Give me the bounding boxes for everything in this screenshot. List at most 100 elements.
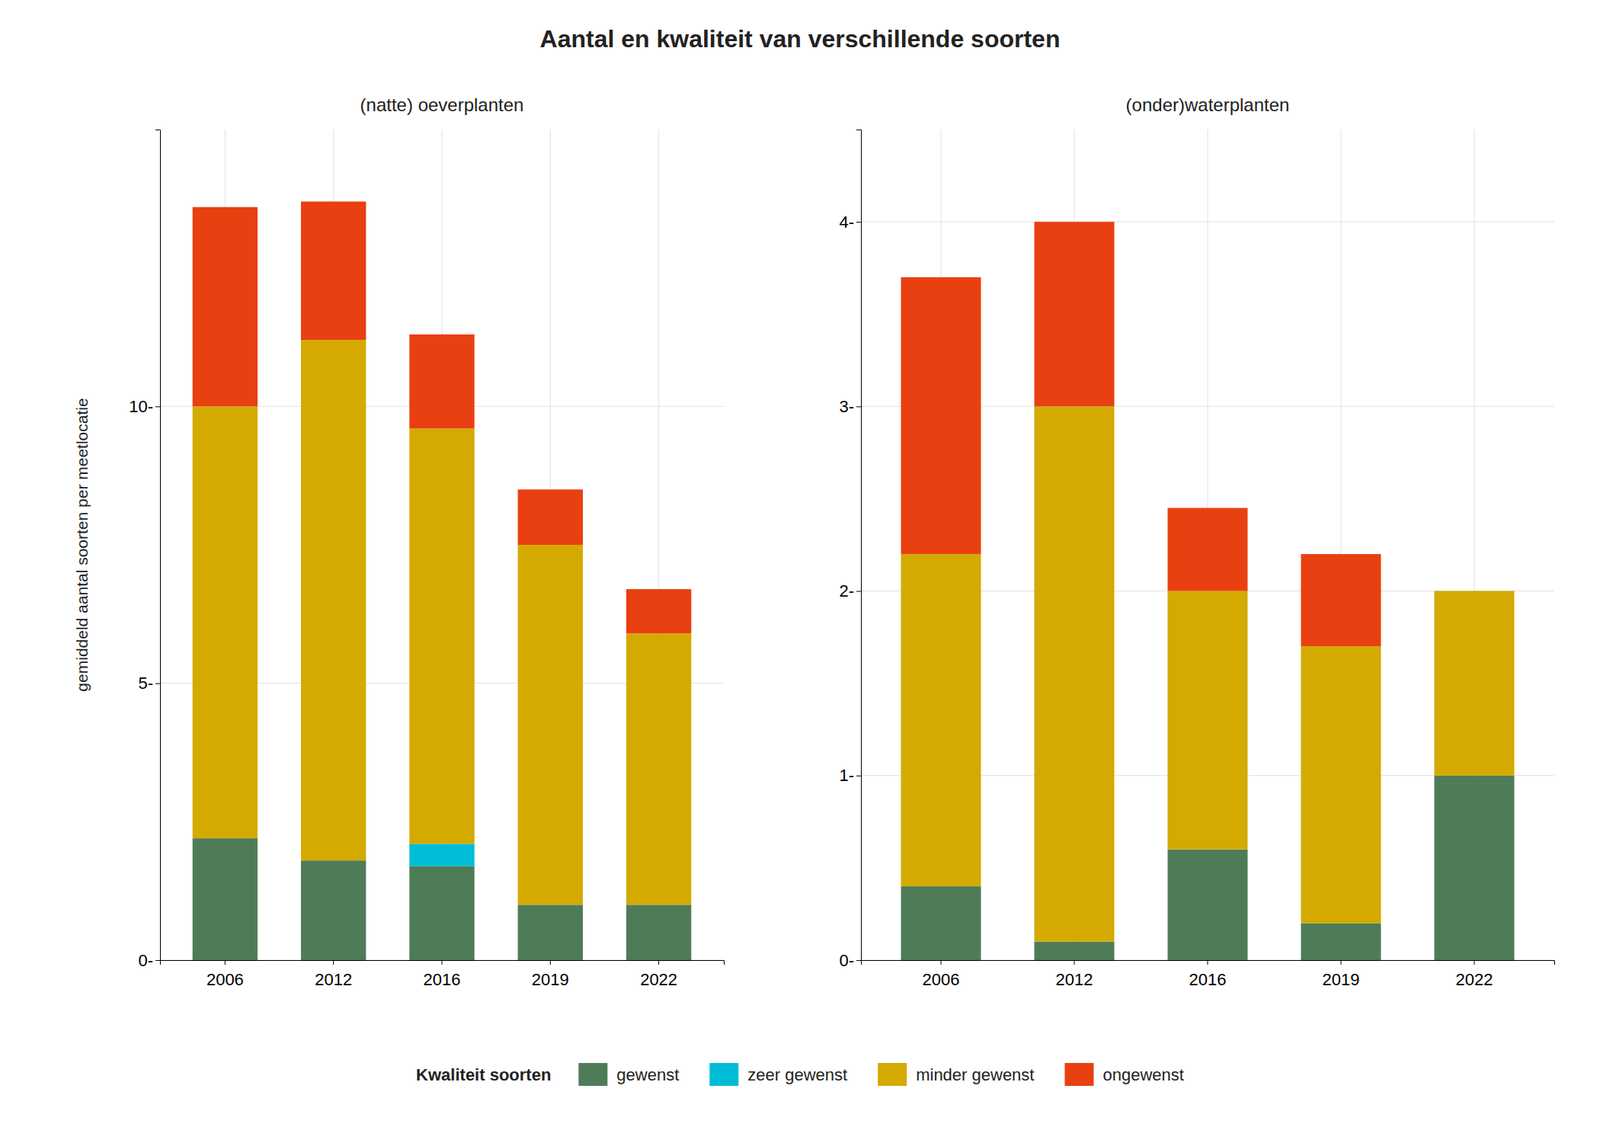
bar	[192, 838, 258, 960]
bar	[1034, 221, 1115, 407]
bar	[1301, 646, 1382, 923]
x-tick: 2012	[1056, 960, 1094, 989]
bar	[1301, 553, 1382, 647]
y-tick-mark	[155, 960, 160, 961]
bar	[1168, 849, 1248, 960]
x-tick-label: 2012	[314, 969, 352, 989]
y-tick-label: 0-	[838, 950, 855, 970]
x-tick-label: 2006	[922, 969, 960, 989]
x-axis: 20062012201620192022	[160, 960, 725, 989]
y-tick: 1-	[838, 765, 861, 785]
legend-swatch	[877, 1062, 907, 1086]
bar-series	[192, 201, 692, 634]
plot-area	[901, 221, 1515, 960]
legend-swatch	[709, 1062, 739, 1086]
bar	[901, 886, 982, 960]
y-tick-mark	[856, 221, 861, 223]
bar	[518, 904, 583, 960]
y-tick-mark	[155, 683, 160, 685]
y-tick: 5-	[137, 673, 160, 693]
bar	[626, 904, 692, 960]
x-tick: 2006	[922, 960, 960, 989]
legend-label: gewenst	[616, 1065, 679, 1085]
chart-panel: 200620122016201920220-5-10-(natte) oever…	[73, 94, 725, 989]
y-tick: 3-	[838, 396, 861, 416]
bar	[409, 865, 474, 960]
legend-swatch	[578, 1062, 608, 1086]
legend-item: gewenst	[578, 1062, 679, 1086]
y-tick-mark	[856, 775, 861, 777]
bar-series	[901, 406, 1515, 941]
grid	[860, 129, 1555, 960]
x-tick-label: 2022	[1456, 969, 1494, 989]
y-tick-mark	[856, 406, 861, 407]
y-axis-title: gemiddeld aantal soorten per meetlocatie	[73, 397, 91, 692]
plot-area	[192, 201, 692, 960]
y-axis-line	[856, 130, 862, 961]
x-tick: 2016	[423, 960, 461, 989]
bar	[1434, 775, 1515, 960]
x-tick-mark	[940, 960, 942, 965]
bar	[626, 633, 692, 905]
bar	[901, 553, 982, 887]
legend-item: ongewenst	[1064, 1062, 1184, 1086]
y-axis: 0- 5- 10-	[128, 130, 160, 970]
x-tick: 2016	[1189, 960, 1227, 989]
x-tick: 2022	[640, 960, 678, 989]
y-tick-mark	[155, 406, 160, 407]
y-tick-label: 2-	[838, 581, 855, 601]
y-tick-mark	[856, 960, 861, 961]
x-tick-mark	[1340, 960, 1342, 965]
x-tick-label: 2016	[1189, 969, 1227, 989]
y-tick: 10-	[128, 396, 160, 416]
x-tick-mark	[441, 960, 443, 965]
y-tick-label: 3-	[838, 396, 855, 416]
legend-label: ongewenst	[1102, 1065, 1184, 1085]
legend-title: Kwaliteit soorten	[416, 1065, 551, 1085]
bar	[409, 843, 474, 866]
x-tick-mark	[1074, 960, 1076, 965]
x-tick-label: 2016	[423, 969, 461, 989]
y-tick-mark	[856, 591, 861, 592]
bar	[1301, 923, 1382, 960]
legend: Kwaliteit soorten gewenst zeer gewenst mind…	[416, 1062, 1184, 1086]
legend-label: zeer gewenst	[747, 1065, 848, 1085]
x-tick-label: 2006	[206, 969, 244, 989]
bar	[626, 588, 692, 634]
legend-item: zeer gewenst	[709, 1062, 848, 1086]
subtitle: (natte) oeverplanten	[360, 94, 525, 116]
x-tick-mark	[1474, 960, 1476, 965]
bar	[518, 489, 583, 545]
bar	[1034, 941, 1115, 960]
legend-item: minder gewenst	[877, 1062, 1034, 1086]
x-tick-label: 2012	[1056, 969, 1094, 989]
x-tick-label: 2022	[640, 969, 678, 989]
bar-series	[901, 221, 1382, 647]
x-tick: 2019	[1322, 960, 1360, 989]
legend-swatch	[1064, 1062, 1094, 1086]
bar	[1168, 508, 1248, 592]
title: Aantal en kwaliteit van verschillende so…	[540, 25, 1061, 53]
x-tick-label: 2019	[1322, 969, 1360, 989]
y-tick: 4-	[838, 212, 861, 232]
y-tick-label: 0-	[137, 950, 154, 970]
bar	[192, 207, 258, 407]
y-tick-label: 10-	[128, 396, 154, 416]
bar	[1034, 406, 1115, 941]
bar-series	[409, 843, 474, 866]
x-axis: 2006 2012 2016 2019 2022	[861, 960, 1556, 989]
y-axis-line	[155, 130, 161, 961]
legend-label: minder gewenst	[915, 1065, 1034, 1085]
x-axis-line	[160, 960, 725, 966]
bar	[300, 201, 366, 340]
y-tick-label: 4-	[838, 212, 855, 232]
x-tick: 2006	[206, 960, 244, 989]
y-tick: 2-	[838, 581, 861, 601]
x-tick-mark	[1207, 960, 1209, 965]
grid	[160, 129, 724, 960]
bar	[409, 428, 474, 844]
x-tick: 2012	[314, 960, 352, 989]
chart-panel: 200620122016201920220-1-2-3-4-(onder)wat…	[838, 94, 1555, 989]
x-tick-mark	[224, 960, 226, 965]
bar	[1434, 590, 1515, 592]
